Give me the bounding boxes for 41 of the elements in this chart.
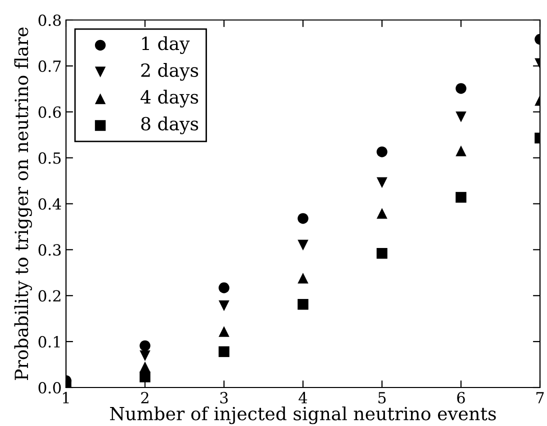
legend-label: 1 day	[142, 36, 190, 54]
x-tick-label: 1	[63, 392, 69, 404]
y-tick-label: 0.0	[38, 382, 61, 394]
point	[298, 213, 308, 224]
point	[456, 112, 466, 122]
y-tick-label: 0.1	[38, 336, 60, 348]
point	[140, 372, 150, 382]
point	[218, 282, 230, 294]
point	[376, 146, 388, 158]
point	[376, 177, 388, 188]
x-axis-title: Number of injected signal neutrino events	[110, 406, 496, 424]
x-tick-label: 2	[141, 392, 148, 404]
point	[376, 208, 388, 219]
y-tick-label: 0.4	[38, 198, 62, 210]
point	[456, 192, 466, 203]
point	[140, 350, 150, 362]
x-tick-label: 3	[220, 392, 228, 404]
y-tick-label: 0.8	[38, 14, 61, 26]
legend-label: 4 days	[140, 90, 198, 108]
y-tick-label: 0.3	[38, 244, 61, 256]
y-tick-label: 0.7	[38, 60, 61, 72]
x-tick-label: 7	[536, 392, 544, 404]
point	[456, 146, 466, 156]
point	[218, 326, 230, 337]
legend-label: 2 days	[141, 63, 198, 81]
legend-label: 8 days	[141, 116, 198, 134]
point	[140, 340, 150, 352]
point	[456, 83, 466, 94]
y-tick-label: 0.6	[38, 106, 61, 118]
point	[298, 298, 308, 310]
y-tick-label: 0.2	[38, 290, 60, 302]
y-tick-label: 0.5	[38, 152, 61, 164]
point	[218, 346, 230, 358]
y-axis-title: Probability to trigger on neutrino flare	[14, 27, 32, 380]
x-tick-label: 4	[298, 392, 308, 404]
point	[298, 272, 308, 284]
point	[376, 248, 388, 259]
point	[218, 300, 230, 312]
x-tick-label: 5	[378, 392, 386, 404]
x-tick-label: 6	[457, 392, 465, 404]
point	[298, 240, 308, 250]
